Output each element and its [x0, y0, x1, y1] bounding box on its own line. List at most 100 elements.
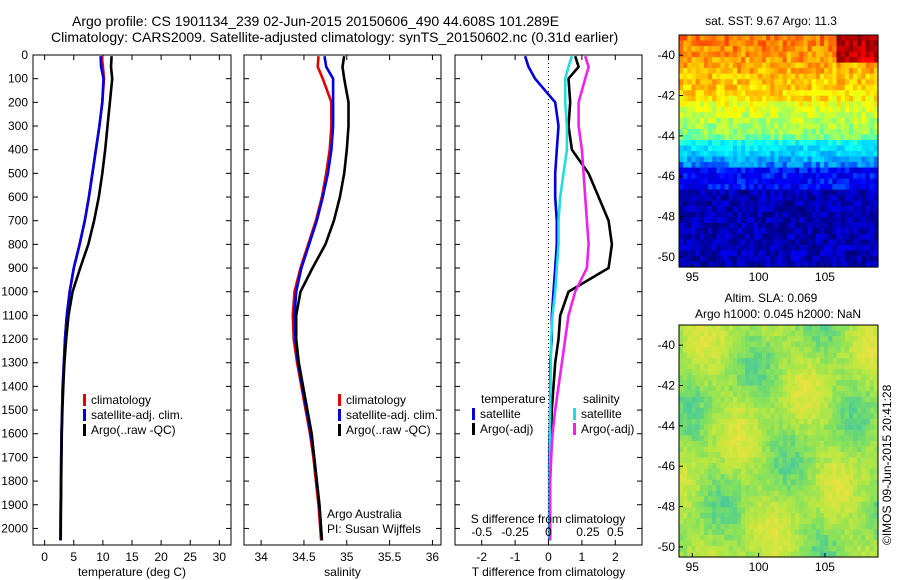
sst_map-cell — [741, 51, 746, 58]
sst_map-cell — [679, 200, 684, 207]
sla_map-cell — [774, 363, 780, 370]
temperature-ytick-label: 100 — [8, 72, 28, 86]
sst_map-cell — [811, 139, 817, 147]
sla_map-cell — [803, 418, 809, 426]
sla_map-cell — [865, 396, 871, 403]
sst_map-cell — [708, 189, 713, 196]
sst_map-cell — [848, 222, 854, 229]
sla_map-cell — [790, 363, 796, 370]
sla_map-cell — [770, 551, 775, 558]
sst_map-cell — [832, 145, 838, 152]
sla_map-cell — [708, 452, 713, 459]
sla_map-cell — [807, 369, 813, 376]
sst_map-cell — [774, 62, 780, 69]
sst_map-cell — [782, 200, 788, 207]
sst_map-cell — [737, 51, 742, 58]
sst_map-cell — [836, 200, 842, 207]
sla_map-cell — [716, 325, 722, 332]
sst_map-cell — [691, 84, 697, 91]
sla_map-cell — [857, 485, 863, 492]
sst_map-cell — [753, 90, 759, 97]
sst_map-cell — [832, 255, 838, 263]
sla_map-cell — [861, 402, 867, 409]
sst_map-cell — [873, 222, 879, 229]
sst_map-cell — [782, 195, 788, 202]
sst_map-cell — [683, 195, 688, 202]
sla_map-ytick-label: -40 — [658, 338, 676, 352]
sla_map-cell — [724, 496, 730, 503]
sst_map-cell — [832, 90, 838, 97]
sst_map-cell — [761, 239, 767, 246]
sla_map-cell — [778, 512, 784, 519]
sla_map-cell — [683, 452, 688, 459]
sla_map-cell — [790, 380, 796, 387]
sla_map-cell — [824, 496, 829, 503]
sla_map-cell — [749, 325, 755, 332]
sla_map-cell — [741, 523, 746, 530]
sst_map-cell — [861, 233, 867, 240]
sst_map-cell — [716, 123, 722, 130]
sla_map-cell — [861, 363, 867, 370]
sla_map-cell — [687, 385, 693, 392]
sst_map-cell — [786, 106, 792, 113]
sst_map-cell — [745, 200, 751, 207]
sla_map-ytick-label: -44 — [658, 419, 676, 433]
sst_map-cell — [749, 134, 755, 141]
sla_map-cell — [861, 330, 867, 337]
sla_map-cell — [766, 413, 771, 420]
sla_map-cell — [699, 463, 705, 470]
sla_map-cell — [840, 523, 846, 530]
sla_map-cell — [766, 468, 771, 475]
sla_map-cell — [795, 507, 800, 514]
sla_map-cell — [716, 435, 722, 442]
sst_map-cell — [683, 134, 688, 141]
sla_map-cell — [824, 435, 829, 442]
sla_map-cell — [848, 540, 854, 547]
sst_map-cell — [815, 239, 821, 246]
sst_map-cell — [691, 167, 697, 174]
sst_map-cell — [824, 184, 829, 191]
sst_map-cell — [695, 261, 701, 268]
sst_map-cell — [786, 35, 792, 42]
sst_map-cell — [737, 90, 742, 97]
sla_map-cell — [807, 551, 813, 558]
sla_map-cell — [828, 330, 833, 337]
sla_map-cell — [695, 534, 701, 542]
sst_map-cell — [836, 51, 842, 58]
sla_map-cell — [741, 540, 746, 547]
sst_map-cell — [795, 206, 800, 213]
sst_map-cell — [770, 244, 775, 252]
sla_map-cell — [774, 529, 780, 536]
sst_map-cell — [865, 178, 871, 185]
sst_map-cell — [728, 195, 734, 202]
sst_map-cell — [695, 35, 701, 42]
sst_map-cell — [687, 189, 693, 196]
sst_map-cell — [869, 62, 875, 69]
sla_map-cell — [679, 512, 684, 519]
temperature-legend-swatch — [83, 409, 86, 421]
sla_map-cell — [832, 369, 838, 376]
sst_map-cell — [853, 101, 858, 108]
sst_map-cell — [761, 206, 767, 213]
sla_map-cell — [840, 330, 846, 337]
sst_map-cell — [811, 73, 817, 80]
sla_map-cell — [848, 529, 854, 536]
sst_map-cell — [699, 35, 705, 42]
sst_map-cell — [761, 62, 767, 69]
sla_map-cell — [861, 540, 867, 547]
sla_map-cell — [728, 501, 734, 508]
sst_map-cell — [853, 139, 858, 147]
sla_map-cell — [782, 418, 788, 426]
sla_map-cell — [720, 358, 726, 365]
sst_map-cell — [732, 79, 738, 86]
sla_map-cell — [761, 518, 767, 525]
sla_map-cell — [774, 545, 780, 553]
sst_map-cell — [828, 178, 833, 185]
sla_map-cell — [703, 551, 709, 558]
sst_map-cell — [749, 239, 755, 246]
sst_map-cell — [749, 112, 755, 119]
sst_map-cell — [757, 217, 763, 224]
sla_map-cell — [865, 446, 871, 453]
sst_map-cell — [840, 228, 846, 235]
sla_map-cell — [716, 446, 722, 453]
